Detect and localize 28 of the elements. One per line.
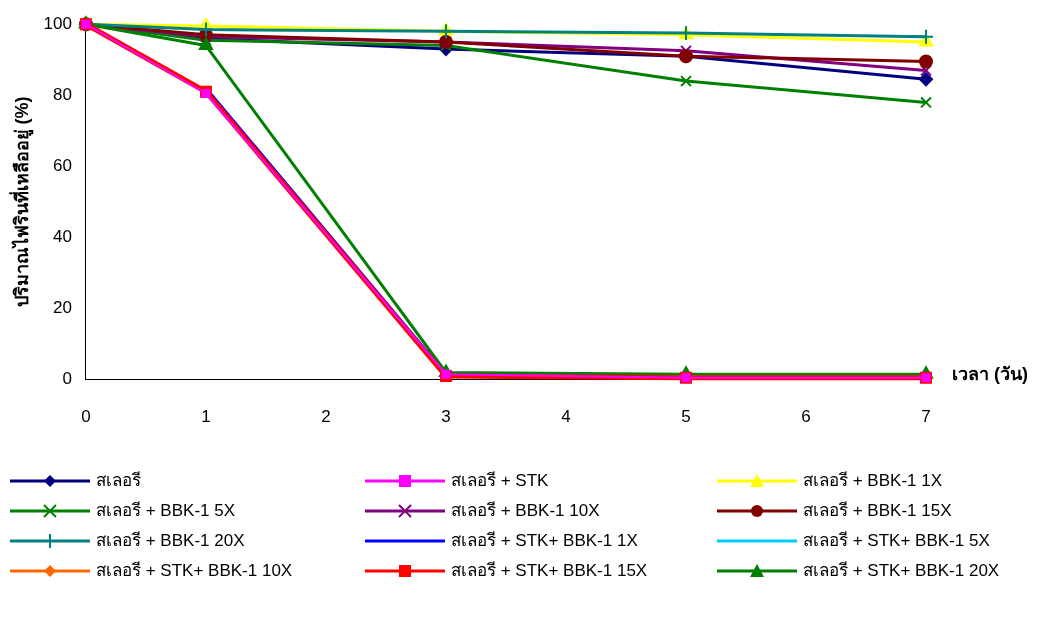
x-tick-label: 2 bbox=[321, 407, 331, 427]
x-axis-title: เวลา (วัน) bbox=[952, 363, 1028, 384]
legend-label: สเลอรี + STK+ BBK-1 20X bbox=[803, 560, 1000, 582]
legend-label: สเลอรี + STK+ BBK-1 1X bbox=[451, 530, 638, 552]
x-tick-label: 3 bbox=[441, 407, 451, 427]
legend-label: สเลอรี + STK bbox=[451, 470, 549, 492]
legend-label: สเลอรี + BBK-1 15X bbox=[803, 500, 952, 522]
legend-label: สเลอรี + STK+ BBK-1 5X bbox=[803, 530, 990, 552]
x-tick-label: 1 bbox=[201, 407, 211, 427]
legend-label: สเลอรี + BBK-1 1X bbox=[803, 470, 943, 492]
x-tick-label: 0 bbox=[81, 407, 91, 427]
legend-label: สเลอรี + BBK-1 5X bbox=[96, 500, 236, 522]
legend-label: สเลอรี + STK+ BBK-1 10X bbox=[96, 560, 293, 582]
legend-label: สเลอรี + BBK-1 20X bbox=[96, 530, 245, 552]
y-tick-label: 100 bbox=[43, 13, 72, 33]
x-tick-label: 4 bbox=[561, 407, 571, 427]
legend-label: สเลอรี + STK+ BBK-1 15X bbox=[451, 560, 648, 582]
x-tick-label: 7 bbox=[921, 407, 931, 427]
y-tick-label: 40 bbox=[53, 227, 72, 247]
y-tick-label: 80 bbox=[53, 84, 72, 104]
y-tick-label: 60 bbox=[53, 156, 72, 176]
legend-label: สเลอรี bbox=[96, 470, 141, 492]
x-tick-label: 5 bbox=[681, 407, 691, 427]
x-tick-label: 6 bbox=[801, 407, 811, 427]
legend-label: สเลอรี + BBK-1 10X bbox=[451, 500, 600, 522]
y-tick-label: 0 bbox=[62, 369, 72, 389]
y-axis-title: ปริมาณไฟรินที่เหลืออยู่ (%) bbox=[8, 96, 34, 308]
y-tick-label: 20 bbox=[53, 298, 72, 318]
